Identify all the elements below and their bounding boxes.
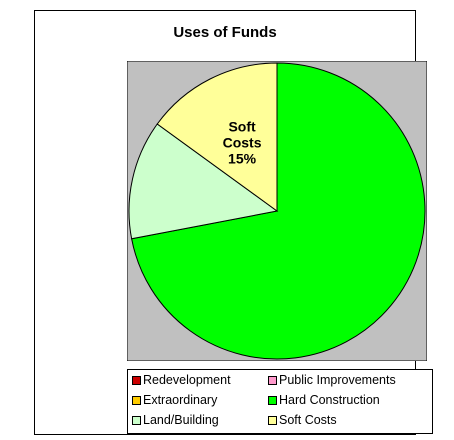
legend-label: Soft Costs <box>279 413 337 427</box>
legend-swatch <box>268 375 277 385</box>
legend-label: Extraordinary <box>143 393 218 407</box>
pie-slice-soft-costs <box>156 62 278 212</box>
legend-item-public-improvements: Public Improvements <box>268 373 396 387</box>
legend-item-hard-construction: Hard Construction <box>268 393 380 407</box>
chart-frame: Uses of Funds Soft Costs 15% Redevelopment… <box>34 10 433 435</box>
legend-item-redevelopment: Redevelopment <box>132 373 231 387</box>
legend-item-soft-costs: Soft Costs <box>268 413 337 427</box>
legend-swatch <box>132 415 141 425</box>
pie-plot-area: Soft Costs 15% <box>127 61 427 361</box>
legend-item-extraordinary: Extraordinary <box>132 393 217 407</box>
pie-slice-hard-construction <box>131 62 426 360</box>
legend-label: Land/Building <box>143 413 219 427</box>
data-label-soft-costs: Soft Costs 15% <box>223 118 262 166</box>
legend-swatch <box>268 415 277 425</box>
chart-legend: Redevelopment Public Improvements Extraord… <box>127 369 433 434</box>
legend-item-land-building: Land/Building <box>132 413 219 427</box>
pie-slice-land-building <box>128 123 279 240</box>
legend-label: Redevelopment <box>143 373 231 387</box>
chart-title: Uses of Funds <box>173 24 277 41</box>
legend-label: Public Improvements <box>279 373 396 387</box>
legend-swatch <box>132 395 141 405</box>
legend-swatch <box>132 375 141 385</box>
legend-label: Hard Construction <box>279 393 380 407</box>
legend-swatch <box>268 395 277 405</box>
